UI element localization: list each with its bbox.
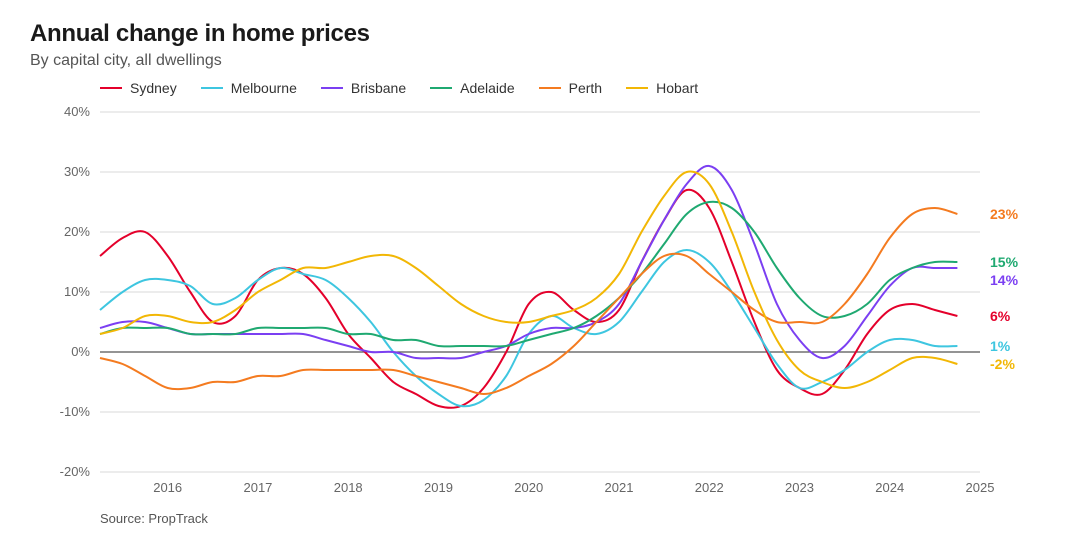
x-axis-label: 2022 bbox=[695, 480, 724, 495]
legend-swatch bbox=[626, 87, 648, 89]
legend-swatch bbox=[100, 87, 122, 89]
y-axis-label: 0% bbox=[71, 344, 90, 359]
legend-item-brisbane: Brisbane bbox=[321, 80, 406, 96]
legend-item-adelaide: Adelaide bbox=[430, 80, 515, 96]
line-chart-svg: -20% -10% 0% 10% 20% 30% 40% 2016 2017 2018 2019 20… bbox=[30, 102, 1050, 502]
legend-swatch bbox=[321, 87, 343, 89]
x-axis-label: 2016 bbox=[153, 480, 182, 495]
source-note: Source: PropTrack bbox=[30, 511, 1050, 526]
legend-label: Hobart bbox=[656, 80, 698, 96]
end-label-melbourne: 1% bbox=[990, 338, 1011, 354]
x-axis-label: 2019 bbox=[424, 480, 453, 495]
x-axis-label: 2025 bbox=[966, 480, 995, 495]
legend-label: Perth bbox=[569, 80, 602, 96]
series-brisbane bbox=[100, 166, 957, 359]
end-label-sydney: 6% bbox=[990, 308, 1011, 324]
series-adelaide bbox=[100, 202, 957, 347]
chart-subtitle: By capital city, all dwellings bbox=[30, 52, 1050, 70]
legend-item-hobart: Hobart bbox=[626, 80, 698, 96]
y-axis-label: 20% bbox=[64, 224, 90, 239]
y-axis-label: -10% bbox=[60, 404, 91, 419]
end-label-brisbane: 14% bbox=[990, 272, 1019, 288]
legend-item-sydney: Sydney bbox=[100, 80, 177, 96]
x-axis-label: 2021 bbox=[605, 480, 634, 495]
legend-item-perth: Perth bbox=[539, 80, 602, 96]
legend: Sydney Melbourne Brisbane Adelaide Perth Hoba… bbox=[30, 80, 1050, 96]
x-axis-label: 2024 bbox=[875, 480, 904, 495]
y-axis-label: -20% bbox=[60, 464, 91, 479]
legend-label: Sydney bbox=[130, 80, 177, 96]
legend-label: Brisbane bbox=[351, 80, 406, 96]
x-axis-label: 2020 bbox=[514, 480, 543, 495]
x-axis-label: 2023 bbox=[785, 480, 814, 495]
end-label-perth: 23% bbox=[990, 206, 1019, 222]
x-axis-label: 2017 bbox=[243, 480, 272, 495]
x-axis-label: 2018 bbox=[334, 480, 363, 495]
y-axis-label: 40% bbox=[64, 104, 90, 119]
legend-swatch bbox=[201, 87, 223, 89]
chart-area: -20% -10% 0% 10% 20% 30% 40% 2016 2017 2018 2019 20… bbox=[30, 102, 1050, 507]
y-axis-label: 10% bbox=[64, 284, 90, 299]
end-label-hobart: -2% bbox=[990, 356, 1015, 372]
series-hobart bbox=[100, 172, 957, 389]
legend-label: Melbourne bbox=[231, 80, 297, 96]
end-label-adelaide: 15% bbox=[990, 254, 1019, 270]
legend-swatch bbox=[539, 87, 561, 89]
legend-swatch bbox=[430, 87, 452, 89]
legend-label: Adelaide bbox=[460, 80, 515, 96]
legend-item-melbourne: Melbourne bbox=[201, 80, 297, 96]
y-axis-label: 30% bbox=[64, 164, 90, 179]
chart-title: Annual change in home prices bbox=[30, 20, 1050, 48]
